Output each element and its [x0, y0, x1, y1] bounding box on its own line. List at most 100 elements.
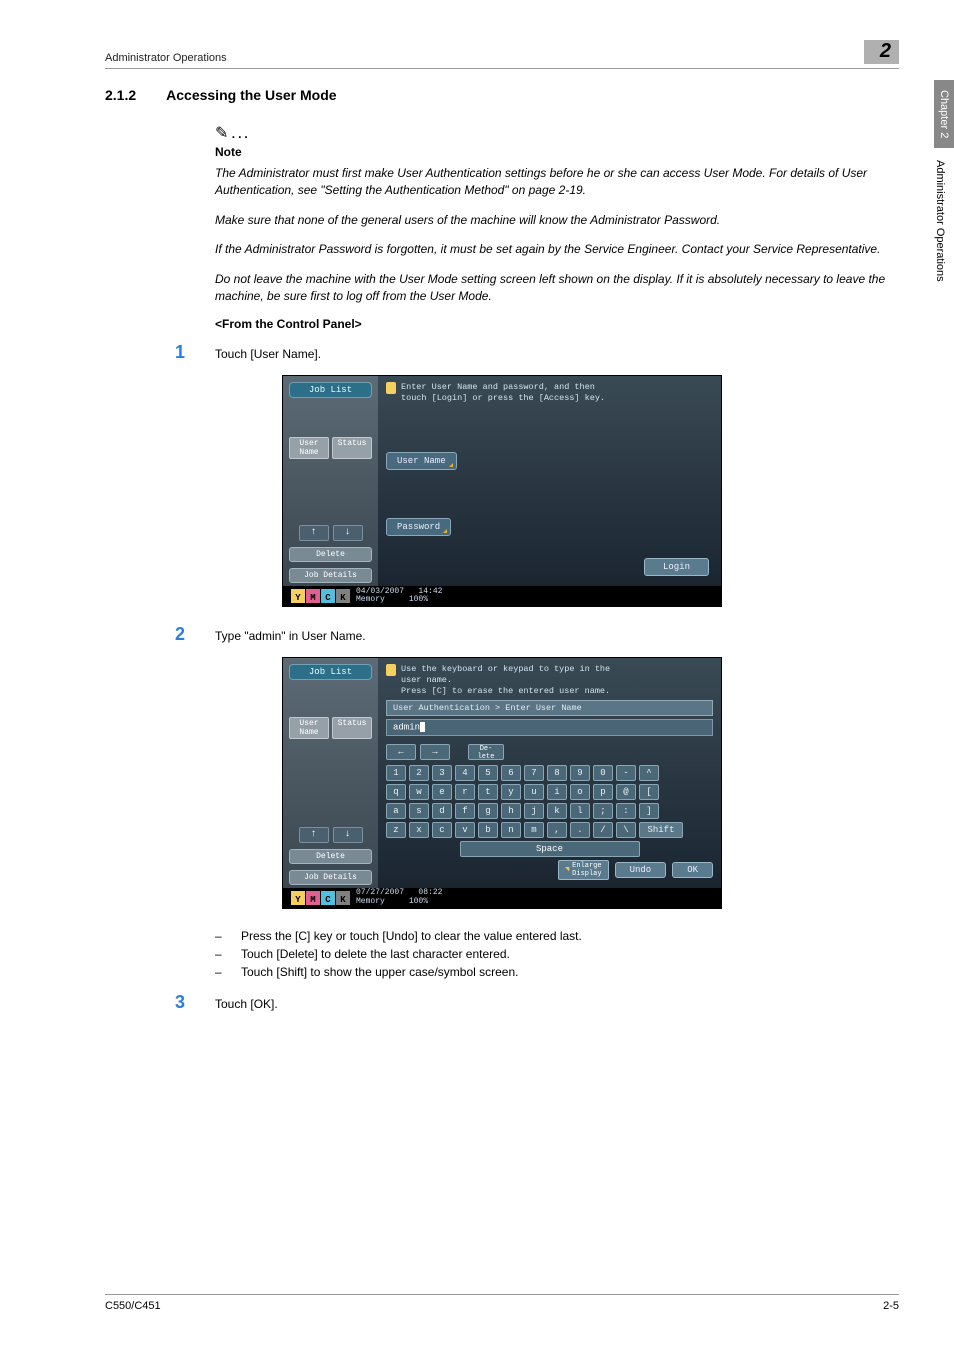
key-.[interactable]: . [570, 822, 590, 838]
key-l[interactable]: l [570, 803, 590, 819]
toner-indicators: Y M C K [285, 587, 356, 605]
bullet-1: Press the [C] key or touch [Undo] to cle… [241, 927, 582, 945]
undo-button[interactable]: Undo [615, 862, 667, 878]
key-2[interactable]: 2 [409, 765, 429, 781]
section-number: 2.1.2 [105, 87, 136, 103]
key-8[interactable]: 8 [547, 765, 567, 781]
key-4[interactable]: 4 [455, 765, 475, 781]
job-list-button[interactable]: Job List [289, 382, 372, 398]
keyboard-row-numbers: 1234567890-^ [386, 765, 713, 781]
enlarge-display-button[interactable]: ◥Enlarge Display [558, 860, 609, 880]
login-button[interactable]: Login [644, 558, 709, 576]
key-@[interactable]: @ [616, 784, 636, 800]
running-head: Administrator Operations 2 [105, 40, 899, 69]
step-3: 3 Touch [OK]. [175, 993, 899, 1013]
key-v[interactable]: v [455, 822, 475, 838]
note-dots: ... [232, 127, 251, 141]
bullet-2: Touch [Delete] to delete the last charac… [241, 945, 510, 963]
key-f[interactable]: f [455, 803, 475, 819]
toner-indicators: Y M C K [285, 889, 356, 907]
password-button[interactable]: Password [386, 518, 451, 536]
key-x[interactable]: x [409, 822, 429, 838]
key-u[interactable]: u [524, 784, 544, 800]
scroll-up-button[interactable]: ↑ [299, 525, 329, 541]
scroll-down-button[interactable]: ↓ [333, 827, 363, 843]
note-label: Note [215, 145, 899, 159]
key-:[interactable]: : [616, 803, 636, 819]
key-w[interactable]: w [409, 784, 429, 800]
toner-m: M [306, 891, 320, 905]
cursor-left-button[interactable]: ← [386, 744, 416, 760]
footer-right: 2-5 [883, 1300, 899, 1312]
from-control-panel-heading: <From the Control Panel> [215, 317, 899, 331]
key-n[interactable]: n [501, 822, 521, 838]
keyboard-row-z: zxcvbnm,./\Shift [386, 822, 713, 838]
delete-button[interactable]: Delete [289, 849, 372, 864]
section-heading: 2.1.2 Accessing the User Mode [105, 87, 899, 103]
key-d[interactable]: d [432, 803, 452, 819]
toner-c: C [321, 891, 335, 905]
status-tab[interactable]: Status [332, 717, 372, 739]
key-g[interactable]: g [478, 803, 498, 819]
step-1-text: Touch [User Name]. [215, 343, 321, 363]
key-j[interactable]: j [524, 803, 544, 819]
delete-button[interactable]: Delete [289, 547, 372, 562]
key-m[interactable]: m [524, 822, 544, 838]
delete-char-button[interactable]: De- lete [468, 744, 504, 760]
keyboard-row-a: asdfghjkl;:] [386, 803, 713, 819]
datetime-memory: 07/27/2007 08:22 Memory 100% [356, 889, 442, 907]
guide-icon [386, 382, 396, 394]
job-details-button[interactable]: Job Details [289, 568, 372, 583]
scroll-down-button[interactable]: ↓ [333, 525, 363, 541]
key-,[interactable]: , [547, 822, 567, 838]
key-y[interactable]: y [501, 784, 521, 800]
toner-k: K [336, 589, 350, 603]
key-k[interactable]: k [547, 803, 567, 819]
user-name-tab[interactable]: User Name [289, 437, 329, 459]
running-head-text: Administrator Operations [105, 52, 227, 64]
key-^[interactable]: ^ [639, 765, 659, 781]
key-b[interactable]: b [478, 822, 498, 838]
key-9[interactable]: 9 [570, 765, 590, 781]
key-o[interactable]: o [570, 784, 590, 800]
key--[interactable]: - [616, 765, 636, 781]
key-/[interactable]: / [593, 822, 613, 838]
key-0[interactable]: 0 [593, 765, 613, 781]
job-details-button[interactable]: Job Details [289, 870, 372, 885]
key-6[interactable]: 6 [501, 765, 521, 781]
datetime-memory: 04/03/2007 14:42 Memory 100% [356, 588, 442, 606]
key-c[interactable]: c [432, 822, 452, 838]
user-name-tab[interactable]: User Name [289, 717, 329, 739]
key-][interactable]: ] [639, 803, 659, 819]
key-s[interactable]: s [409, 803, 429, 819]
key-\[interactable]: \ [616, 822, 636, 838]
note-block: ✎ ... Note The Administrator must first … [215, 123, 899, 305]
key-7[interactable]: 7 [524, 765, 544, 781]
key-[[interactable]: [ [639, 784, 659, 800]
key-h[interactable]: h [501, 803, 521, 819]
user-name-button[interactable]: User Name [386, 452, 457, 470]
key-t[interactable]: t [478, 784, 498, 800]
key-3[interactable]: 3 [432, 765, 452, 781]
key-z[interactable]: z [386, 822, 406, 838]
bullet-list: –Press the [C] key or touch [Undo] to cl… [215, 927, 899, 981]
scroll-up-button[interactable]: ↑ [299, 827, 329, 843]
key-a[interactable]: a [386, 803, 406, 819]
shift-key[interactable]: Shift [639, 822, 683, 838]
key-q[interactable]: q [386, 784, 406, 800]
key-1[interactable]: 1 [386, 765, 406, 781]
key-;[interactable]: ; [593, 803, 613, 819]
space-key[interactable]: Space [460, 841, 640, 857]
cursor-right-button[interactable]: → [420, 744, 450, 760]
status-tab[interactable]: Status [332, 437, 372, 459]
login-screen-screenshot: Job List User Name Status ↑ ↓ Delete Job… [282, 375, 722, 607]
key-i[interactable]: i [547, 784, 567, 800]
user-name-input[interactable]: admin [386, 719, 713, 735]
side-tab: Chapter 2 [934, 80, 954, 148]
key-5[interactable]: 5 [478, 765, 498, 781]
key-e[interactable]: e [432, 784, 452, 800]
key-r[interactable]: r [455, 784, 475, 800]
key-p[interactable]: p [593, 784, 613, 800]
job-list-button[interactable]: Job List [289, 664, 372, 680]
ok-button[interactable]: OK [672, 862, 713, 878]
